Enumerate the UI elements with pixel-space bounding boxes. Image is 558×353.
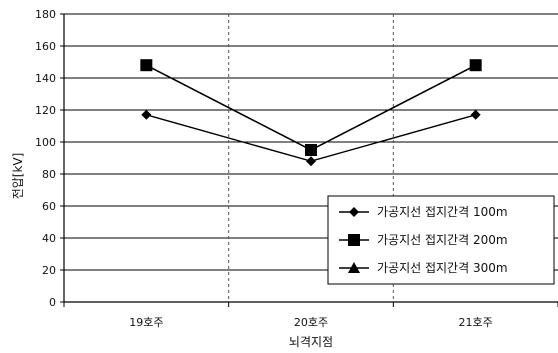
x-tick-label: 20호주: [294, 316, 328, 329]
y-tick-label: 0: [49, 296, 56, 309]
data-point: [470, 109, 481, 120]
legend-label: 가공지선 접지간격 300m: [377, 261, 508, 275]
x-tick-label: 19호주: [129, 316, 163, 329]
y-tick-label: 60: [42, 200, 56, 213]
series-1: [141, 109, 481, 167]
legend: 가공지선 접지간격 100m 가공지선 접지간격 200m 가공지선 접지간격 30…: [327, 195, 555, 285]
x-tick-label: 21호주: [459, 316, 493, 329]
legend-marker: [348, 262, 360, 273]
data-point: [141, 109, 152, 120]
y-tick-label: 20: [42, 264, 56, 277]
axes: [60, 13, 558, 307]
y-tick-label: 140: [35, 72, 56, 85]
legend-marker: [348, 234, 360, 246]
y-tick-labels: 0 20 40 60 80 100 120 140 160 180: [35, 8, 56, 309]
y-tick-label: 160: [35, 40, 56, 53]
y-axis-title: 전압[kV]: [11, 153, 25, 200]
y-tick-label: 120: [35, 104, 56, 117]
series-2: [140, 59, 482, 156]
x-tick-labels: 19호주 20호주 21호주: [129, 316, 493, 329]
data-point: [305, 144, 317, 155]
y-tick-label: 100: [35, 136, 56, 149]
data-point: [469, 59, 482, 71]
data-point: [306, 156, 316, 167]
series-group: [140, 59, 482, 167]
y-tick-label: 40: [42, 232, 56, 245]
legend-label: 가공지선 접지간격 100m: [377, 205, 508, 219]
legend-label: 가공지선 접지간격 200m: [377, 233, 508, 247]
y-tick-label: 180: [35, 8, 56, 21]
legend-marker: [349, 207, 359, 217]
x-axis-title: 뇌격지점: [289, 335, 333, 349]
data-point: [140, 59, 153, 71]
y-tick-label: 80: [42, 168, 56, 181]
series-3: [140, 59, 482, 155]
